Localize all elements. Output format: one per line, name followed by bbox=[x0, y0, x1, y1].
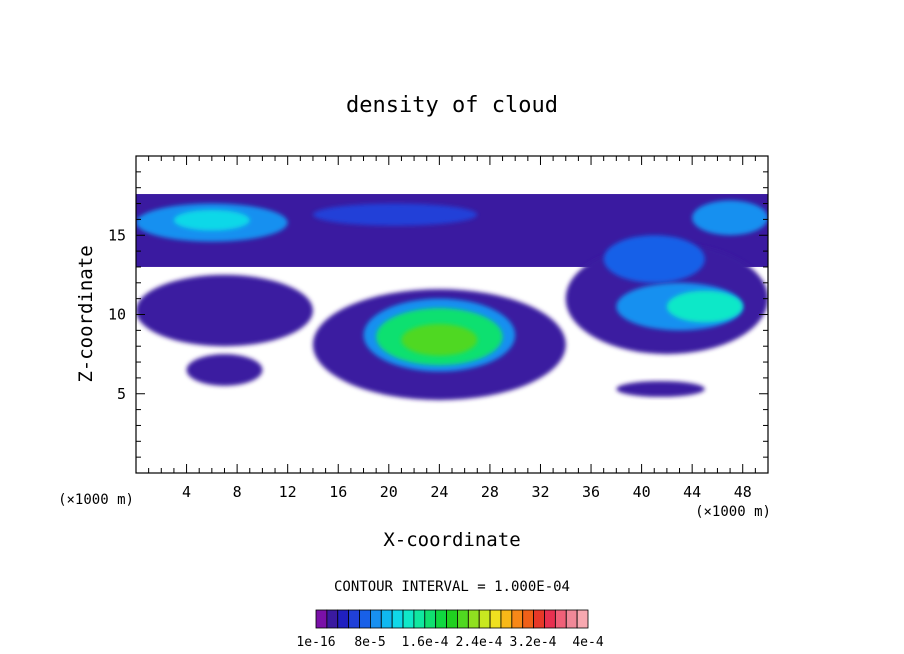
y-tick-label: 15 bbox=[108, 226, 126, 244]
colorbar-tick-label: 4e-4 bbox=[572, 635, 603, 650]
plot-area bbox=[136, 194, 768, 401]
x-tick-label: 4 bbox=[182, 483, 191, 501]
x-tick-label: 28 bbox=[481, 483, 499, 501]
x-tick-label: 36 bbox=[582, 483, 600, 501]
colorbar bbox=[315, 609, 589, 629]
colorbar-swatch bbox=[402, 609, 415, 629]
x-unit-right: (×1000 m) bbox=[695, 504, 771, 520]
y-tick-label: 10 bbox=[108, 306, 126, 324]
x-tick-label: 16 bbox=[329, 483, 347, 501]
x-tick-label: 44 bbox=[683, 483, 701, 501]
density-region bbox=[136, 274, 313, 347]
x-axis-ticks: 4 8 12 16 20 24 28 32 36 40 44 48 bbox=[148, 156, 756, 501]
density-region bbox=[666, 290, 743, 323]
colorbar-swatch bbox=[533, 609, 545, 629]
colorbar-swatch bbox=[337, 609, 350, 629]
x-tick-label: 48 bbox=[734, 483, 752, 501]
x-unit-left: (×1000 m) bbox=[58, 492, 134, 508]
y-axis-label: Z-coordinate bbox=[75, 245, 97, 382]
colorbar-swatch bbox=[500, 609, 513, 629]
colorbar-swatch bbox=[435, 609, 447, 629]
colorbar-swatch bbox=[576, 609, 589, 629]
colorbar-swatch bbox=[467, 609, 480, 629]
x-tick-label: 12 bbox=[279, 483, 297, 501]
colorbar-swatch bbox=[413, 609, 426, 629]
colorbar-swatch bbox=[348, 609, 360, 629]
colorbar-swatch bbox=[522, 609, 534, 629]
colorbar-swatch bbox=[359, 609, 371, 629]
colorbar-swatch bbox=[380, 609, 393, 629]
colorbar-tick-label: 2.4e-4 bbox=[456, 635, 503, 650]
colorbar-swatch bbox=[565, 609, 578, 629]
y-axis-ticks: 5 10 15 bbox=[108, 171, 768, 458]
x-tick-label: 40 bbox=[633, 483, 651, 501]
density-region bbox=[603, 235, 705, 283]
contour-interval-label: CONTOUR INTERVAL = 1.000E-04 bbox=[334, 579, 570, 595]
colorbar-swatch bbox=[315, 609, 328, 629]
x-tick-label: 20 bbox=[380, 483, 398, 501]
density-region bbox=[401, 324, 478, 356]
colorbar-swatch bbox=[554, 609, 567, 629]
x-tick-label: 8 bbox=[233, 483, 242, 501]
colorbar-tick-label: 3.2e-4 bbox=[510, 635, 557, 650]
colorbar-swatch bbox=[326, 609, 339, 629]
colorbar-labels: 1e-16 8e-5 1.6e-4 2.4e-4 3.2e-4 4e-4 bbox=[296, 635, 603, 650]
y-tick-label: 5 bbox=[117, 385, 126, 403]
density-region bbox=[186, 354, 263, 386]
density-region bbox=[616, 381, 705, 397]
colorbar-swatch bbox=[424, 609, 437, 629]
chart-title: density of cloud bbox=[346, 93, 558, 118]
x-tick-label: 24 bbox=[430, 483, 448, 501]
colorbar-swatch bbox=[446, 609, 458, 629]
colorbar-swatch bbox=[478, 609, 491, 629]
colorbar-swatch bbox=[391, 609, 404, 629]
density-region bbox=[173, 209, 250, 231]
colorbar-tick-label: 8e-5 bbox=[354, 635, 385, 650]
x-tick-label: 32 bbox=[531, 483, 549, 501]
colorbar-swatch bbox=[457, 609, 469, 629]
density-region bbox=[312, 203, 478, 226]
colorbar-swatch bbox=[544, 609, 556, 629]
colorbar-tick-label: 1.6e-4 bbox=[402, 635, 449, 650]
x-axis-label: X-coordinate bbox=[383, 529, 520, 551]
colorbar-tick-label: 1e-16 bbox=[296, 635, 335, 650]
colorbar-swatch bbox=[511, 609, 524, 629]
colorbar-swatch bbox=[489, 609, 502, 629]
colorbar-swatch bbox=[369, 609, 382, 629]
density-region bbox=[692, 200, 768, 236]
